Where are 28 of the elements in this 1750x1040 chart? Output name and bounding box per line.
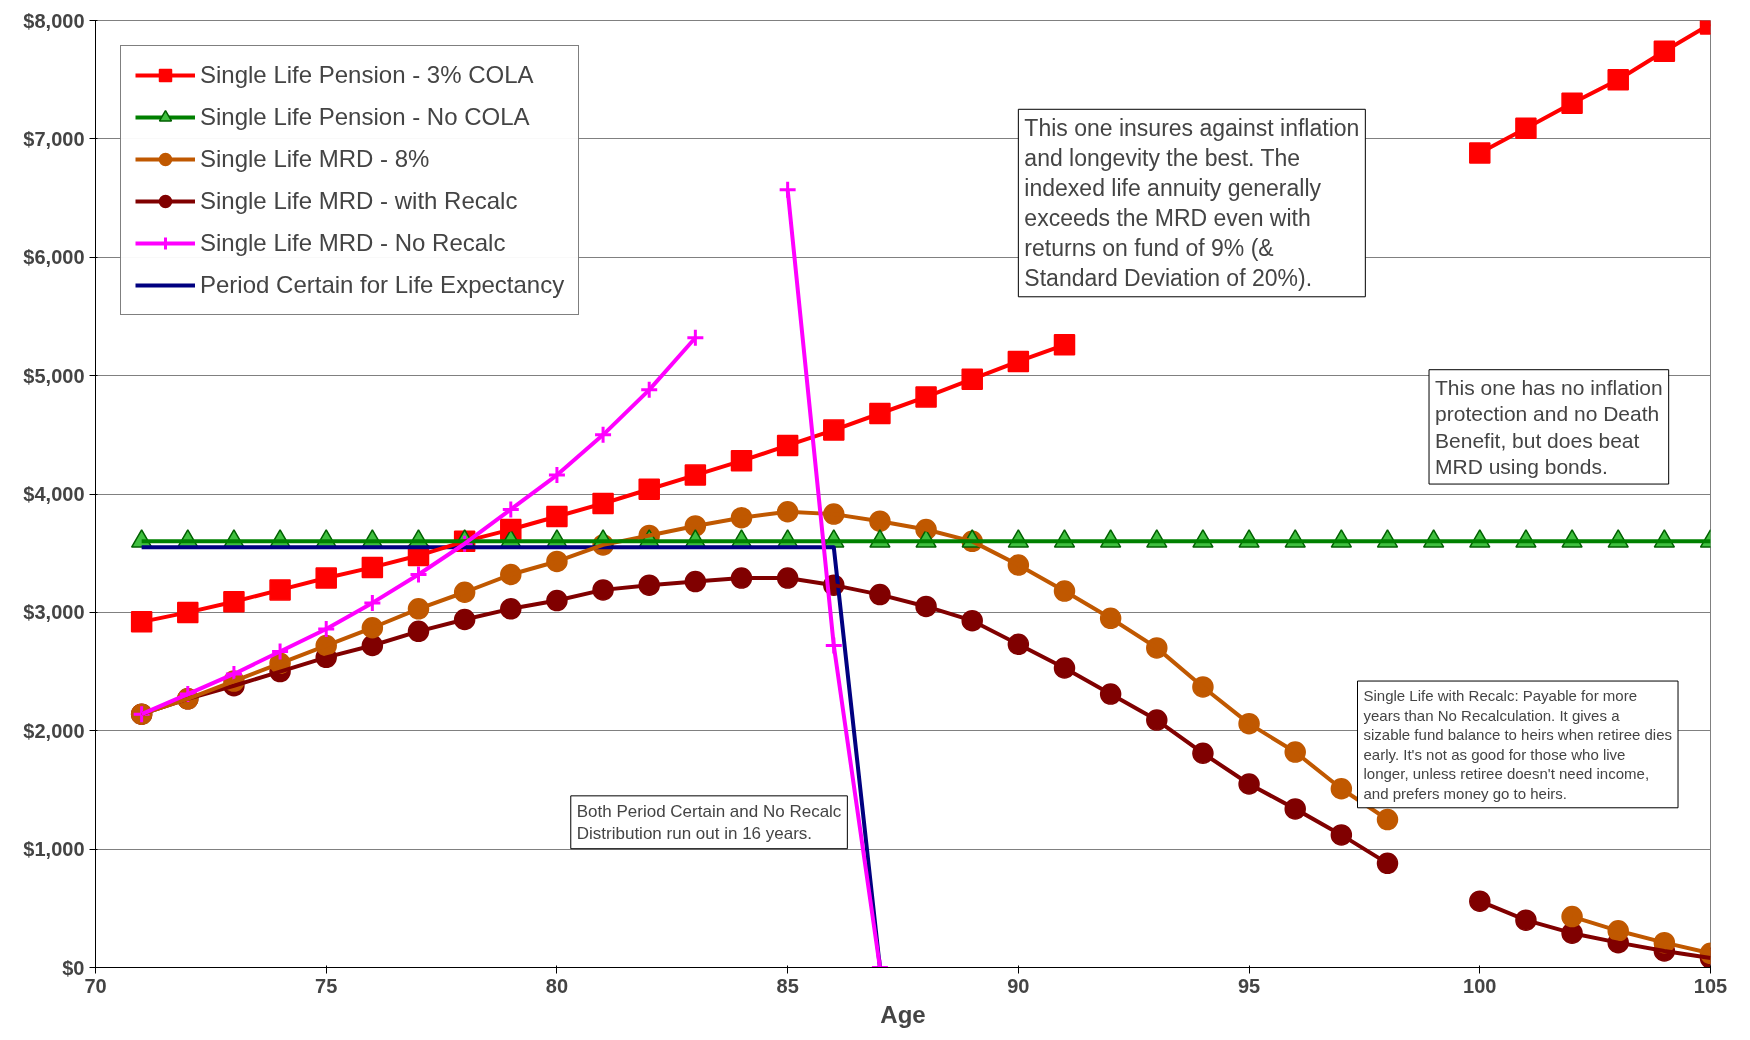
y-tick-label: $3,000 [23,601,85,624]
legend-label: Single Life MRD - No Recalc [200,229,506,257]
x-tick-label: 95 [1237,974,1261,997]
legend-label: Single Life Pension - No COLA [200,103,530,131]
x-tick-label: 75 [315,974,338,997]
y-tick-label: $8,000 [23,9,85,32]
annotation: This one insures against inflation and longevity the best. The indexed life annuity generally exceeds the MRD even with returns on fund of 9% (& Standard Deviation of 20%). [1024,115,1360,291]
annotation: This one has no inflation protection and no Death Benefit, but does beat MRD using bonds. [1435,375,1663,479]
x-tick-label: 105 [1693,974,1728,997]
x-tick-label: 100 [1463,974,1497,997]
y-tick-label: $0 [62,956,85,979]
y-tick-label: $7,000 [23,127,85,150]
annotation: Single Life with Recalc: Payable for more years than No Recalculation. It gives a sizable fund balance to heirs when retiree dies early. It's not as good for those who live longer, unless retiree doesn't need income, and prefers money go to heirs. [1363,687,1673,802]
y-tick-label: $2,000 [23,719,85,742]
annotation: Both Period Certain and No Recalc Distribution run out in 16 years. [576,801,842,843]
x-tick-label: 80 [545,974,569,997]
y-tick-label: $1,000 [23,838,85,861]
x-axis-title: Age [880,1000,926,1028]
legend-label: Period Certain for Life Expectancy [200,271,565,299]
legend-label: Single Life MRD - 8% [200,145,430,173]
legend-label: Single Life Pension - 3% COLA [200,61,534,89]
y-tick-label: $6,000 [23,246,85,269]
legend-label: Single Life MRD - with Recalc [200,187,518,215]
x-tick-label: 70 [84,974,107,997]
y-tick-label: $5,000 [23,364,85,387]
x-tick-label: 90 [1007,974,1030,997]
x-tick-label: 85 [776,974,799,997]
y-tick-label: $4,000 [23,483,85,505]
